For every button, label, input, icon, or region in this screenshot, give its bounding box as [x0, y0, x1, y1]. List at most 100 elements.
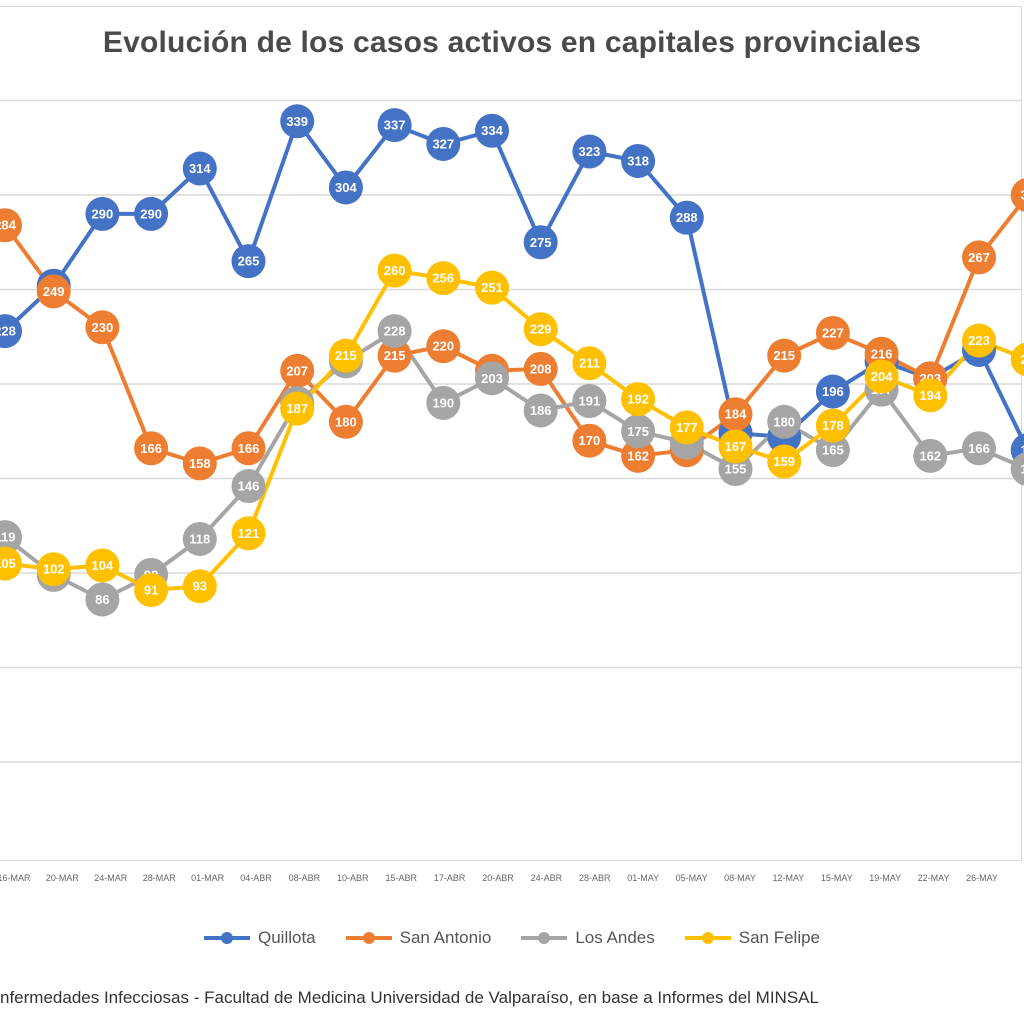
data-point — [36, 552, 71, 587]
data-point — [815, 408, 850, 443]
data-label: 194 — [919, 388, 941, 403]
data-label: 105 — [0, 556, 16, 571]
data-label: 190 — [432, 395, 454, 410]
data-point — [182, 151, 217, 186]
data-label: 207 — [286, 363, 308, 378]
data-label: 104 — [92, 558, 114, 573]
data-point — [280, 391, 315, 426]
data-point — [475, 270, 509, 305]
legend-swatch — [684, 932, 731, 944]
data-label: 177 — [676, 420, 698, 435]
data-label: 265 — [238, 254, 260, 269]
data-point — [523, 351, 558, 386]
data-label: 228 — [0, 324, 16, 339]
data-point — [572, 346, 607, 381]
data-label: 223 — [968, 333, 990, 348]
data-label: 216 — [871, 346, 893, 361]
legend-item: Quillota — [203, 928, 316, 948]
data-label: 166 — [238, 441, 260, 456]
data-label: 227 — [822, 325, 844, 340]
legend-swatch — [521, 932, 568, 944]
data-label: 166 — [140, 441, 162, 456]
data-label: 187 — [286, 401, 308, 416]
data-label: 86 — [95, 592, 109, 607]
legend-label: Los Andes — [575, 928, 655, 947]
data-label: 196 — [822, 384, 844, 399]
data-label: 208 — [530, 361, 552, 376]
data-point — [767, 404, 802, 439]
data-label: 15 — [1020, 462, 1024, 477]
data-label: 146 — [238, 479, 260, 494]
series-line — [3, 329, 1024, 602]
data-point — [864, 359, 899, 394]
x-tick-label: 15-MAY — [821, 873, 853, 883]
data-point — [426, 261, 461, 296]
data-label: 158 — [189, 456, 211, 471]
data-label: 251 — [481, 280, 503, 295]
data-point — [280, 104, 315, 139]
data-label: 170 — [579, 433, 601, 448]
data-label: 180 — [335, 414, 357, 429]
data-label: 228 — [384, 324, 406, 339]
data-label: 215 — [384, 348, 406, 363]
data-point — [621, 414, 656, 449]
data-point — [767, 444, 802, 479]
data-label: 91 — [144, 583, 158, 598]
data-label: 215 — [773, 348, 795, 363]
series-line — [4, 268, 1024, 592]
data-label: 337 — [384, 118, 406, 133]
data-label: 118 — [189, 531, 210, 546]
series-line — [3, 196, 1024, 466]
source-note: nfermedades Infecciosas - Facultad de Me… — [0, 988, 819, 1007]
data-point — [134, 573, 169, 608]
data-point — [426, 126, 461, 161]
data-label: 165 — [822, 443, 844, 458]
data-point — [36, 274, 71, 309]
data-label: 178 — [822, 418, 844, 433]
chart-title: Evolución de los casos activos en capita… — [102, 26, 922, 59]
x-tick-label: 12-MAY — [772, 873, 804, 883]
data-label: 21 — [1020, 352, 1024, 367]
data-point — [426, 329, 461, 364]
series-line — [3, 119, 1024, 448]
data-point — [0, 208, 22, 243]
x-tick-label: 08-MAY — [724, 873, 756, 883]
data-point — [134, 196, 169, 231]
x-tick-label: 22-MAY — [918, 873, 950, 883]
data-label: 93 — [193, 579, 207, 594]
x-tick-label: 17-ABR — [434, 873, 466, 883]
data-point — [718, 397, 753, 432]
data-point — [377, 338, 412, 373]
data-point — [377, 314, 412, 349]
data-label: 275 — [530, 235, 552, 250]
data-label: 314 — [189, 161, 211, 176]
data-point — [475, 361, 509, 396]
data-label: 155 — [725, 462, 747, 477]
data-label: 256 — [432, 271, 454, 286]
data-point — [85, 582, 120, 617]
data-label: 166 — [968, 441, 990, 456]
legend-swatch — [203, 932, 250, 944]
x-tick-label: 08-ABR — [289, 873, 321, 883]
data-point — [962, 240, 996, 275]
data-label: 186 — [530, 403, 552, 418]
data-label: 267 — [968, 250, 990, 265]
data-point — [0, 520, 22, 555]
data-point — [231, 469, 266, 504]
data-point — [377, 108, 412, 143]
data-point — [377, 253, 412, 288]
x-tick-label: 16-MAR — [0, 873, 31, 883]
data-label: 211 — [579, 356, 600, 371]
data-point — [328, 404, 363, 439]
data-point — [572, 134, 607, 169]
data-point — [621, 382, 656, 417]
data-point — [815, 374, 850, 409]
data-point — [621, 143, 656, 178]
data-point — [621, 438, 656, 473]
x-tick-labels: 16-MAR 20-MAR 24-MAR 28-MAR 01-MAR 04-ABR 08-A… — [0, 873, 998, 883]
data-label: 192 — [627, 392, 649, 407]
data-label: 159 — [773, 454, 795, 469]
data-point — [913, 378, 948, 413]
data-label: 323 — [579, 144, 601, 159]
data-point — [182, 446, 217, 481]
